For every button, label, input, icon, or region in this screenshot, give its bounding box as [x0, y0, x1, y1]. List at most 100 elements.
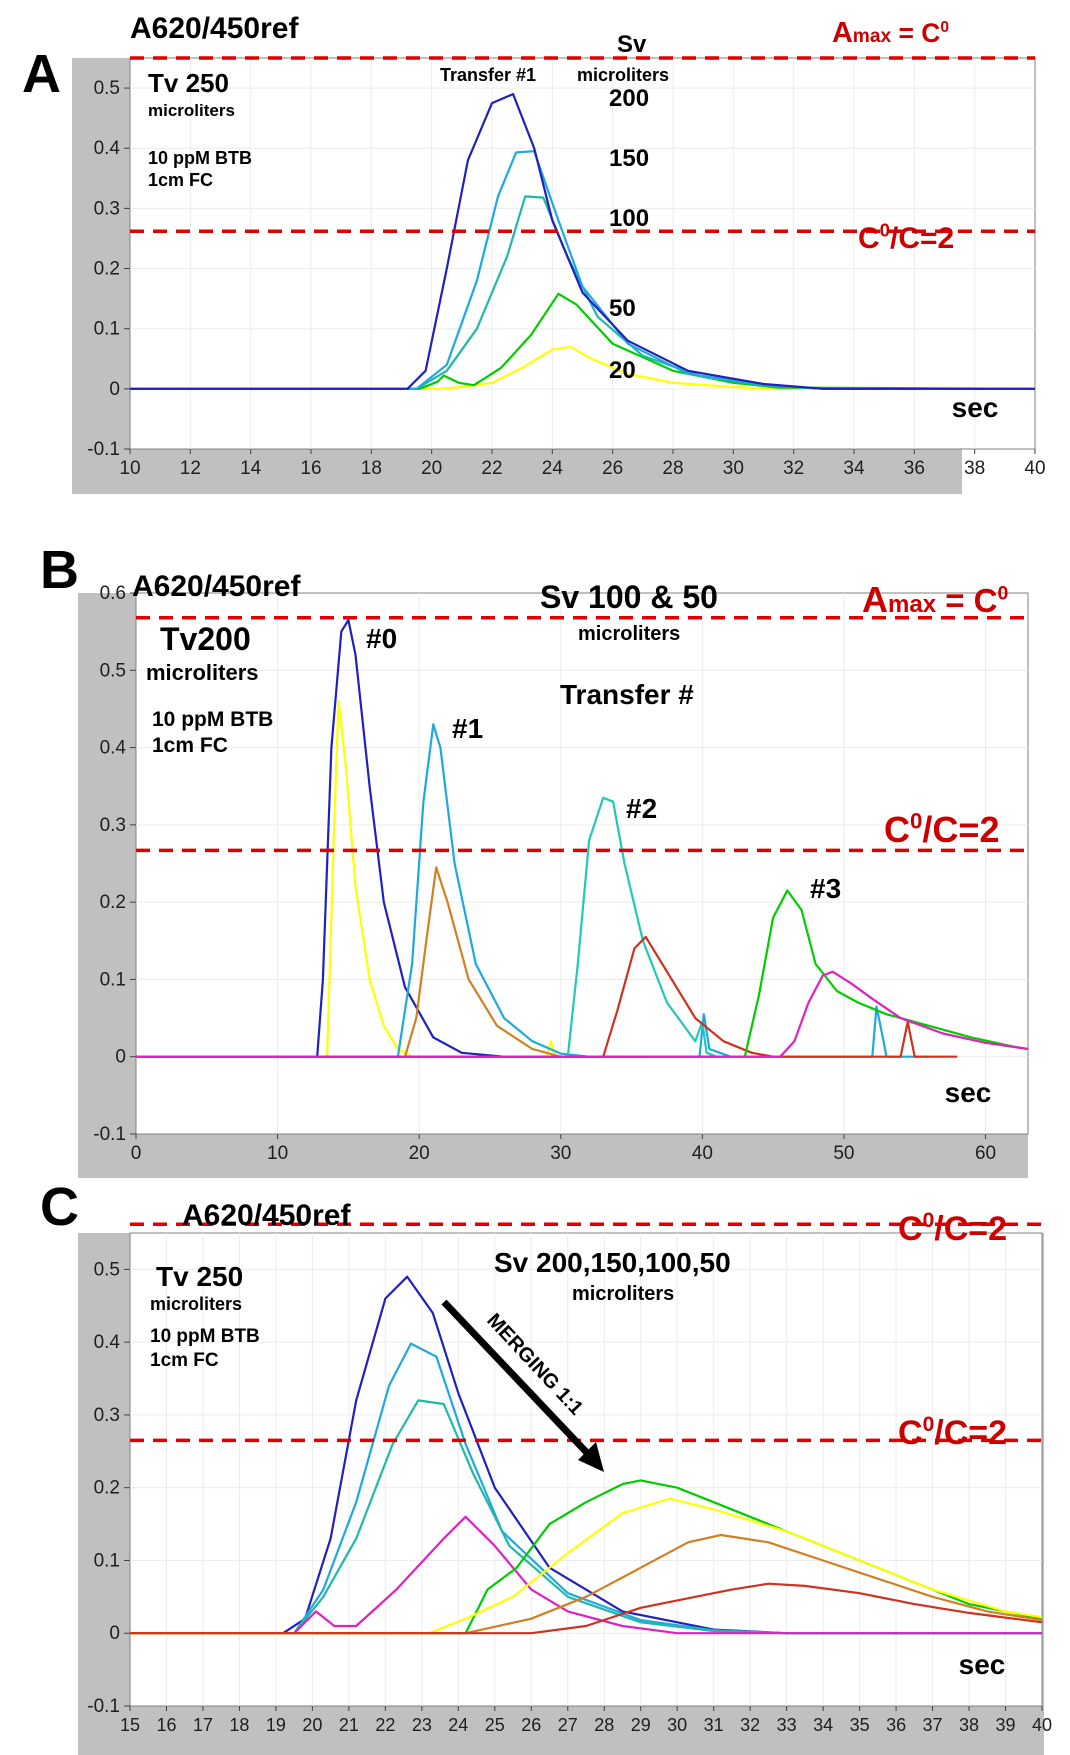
- tv-unit: microliters: [150, 1294, 242, 1314]
- x-tick-label: 40: [1032, 1715, 1052, 1735]
- series-line-7: [136, 970, 1029, 1058]
- x-axis: 15 16 17 18 19 20 21 22 23 24 25 26 27 28 29 30 31 32 33 34…: [120, 1706, 1052, 1735]
- x-tick-label: 24: [542, 458, 564, 479]
- x-tick-label: 28: [594, 1715, 614, 1735]
- x-axis: 0 10 20 30 40 50 60: [131, 1134, 996, 1164]
- y-tick-label: 0: [109, 1623, 120, 1644]
- cell-label: 1cm FC: [152, 734, 228, 757]
- sv-value-label: 100: [609, 205, 649, 232]
- sv-unit: microliters: [572, 1283, 674, 1305]
- x-tick-label: 20: [421, 458, 442, 479]
- sv-header: Sv 200,150,100,50: [494, 1247, 731, 1278]
- y-tick-label: 0.5: [100, 660, 126, 681]
- x-tick-label: 38: [959, 1715, 979, 1735]
- series-line-0: [130, 1275, 1042, 1635]
- chart-panel-c: 15 16 17 18 19 20 21 22 23 24 25 26 27 28 29 30 31 32 33 34…: [40, 1177, 1052, 1755]
- transfer-label: Transfer #1: [440, 65, 536, 85]
- gridlines: [130, 58, 1035, 449]
- concentration-label: 10 ppM BTB: [150, 1326, 260, 1347]
- series-line-2: [130, 1399, 1042, 1635]
- chart-panel-b: 0 10 20 30 40 50 600.60.50.40.30.20.10-0.1B A62…: [40, 540, 1029, 1178]
- y-tick-label: 0.1: [100, 969, 126, 990]
- x-tick-label: 29: [631, 1715, 651, 1735]
- x-tick-label: 10: [119, 458, 140, 479]
- y-tick-label: -0.1: [87, 439, 120, 460]
- sv-value-label: 50: [609, 295, 636, 322]
- x-tick-label: 0: [131, 1143, 142, 1164]
- cell-label: 1cm FC: [148, 170, 213, 190]
- y-tick-label: 0: [115, 1047, 126, 1068]
- y-tick-label: -0.1: [93, 1124, 126, 1145]
- ratio-label: C0/C=2: [898, 1413, 1007, 1452]
- sv-header: Sv 100 & 50: [540, 579, 718, 615]
- chart-title: A620/450ref: [132, 570, 301, 603]
- x-axis-label: sec: [945, 1077, 992, 1108]
- x-axis-label: sec: [959, 1649, 1006, 1680]
- y-tick-label: 0.3: [100, 815, 126, 836]
- y-tick-label: 0.1: [94, 1550, 120, 1571]
- x-tick-label: 30: [723, 458, 744, 479]
- chart-title: A620/450ref: [182, 1199, 351, 1232]
- concentration-label: 10 ppM BTB: [148, 148, 252, 168]
- series-line-4: [130, 93, 1035, 390]
- series-line-2: [136, 723, 929, 1058]
- cell-label: 1cm FC: [150, 1350, 219, 1371]
- y-tick-label: -0.1: [87, 1696, 120, 1717]
- y-axis: 0.5 0.4 0.3 0.2 0.1 0 -0.1: [87, 78, 130, 460]
- x-tick-label: 37: [923, 1715, 943, 1735]
- y-tick-label: 0.2: [94, 1478, 120, 1499]
- x-tick-label: 22: [481, 458, 502, 479]
- series-line-6: [130, 1533, 1043, 1635]
- series-line-5: [130, 1497, 1043, 1635]
- x-tick-label: 26: [602, 458, 623, 479]
- ratio-label: C0/C=2: [858, 220, 954, 255]
- plot-area: [129, 1232, 1043, 1707]
- x-tick-label: 14: [240, 458, 262, 479]
- transfer-label: Transfer #: [560, 679, 694, 710]
- sv-header: Sv: [617, 31, 647, 58]
- y-tick-label: 0.1: [94, 319, 120, 340]
- y-tick-label: 0.4: [94, 1332, 121, 1353]
- sv-value-label: 200: [609, 85, 649, 112]
- x-tick-label: 40: [1024, 458, 1045, 479]
- x-tick-label: 18: [229, 1715, 249, 1735]
- x-tick-label: 36: [904, 458, 925, 479]
- x-tick-label: 33: [777, 1715, 797, 1735]
- merging-arrow-shaft: [441, 1299, 593, 1459]
- x-tick-label: 19: [266, 1715, 286, 1735]
- x-tick-label: 26: [521, 1715, 541, 1735]
- x-tick-label: 40: [692, 1143, 713, 1164]
- x-tick-label: 24: [448, 1715, 468, 1735]
- x-tick-label: 39: [996, 1715, 1016, 1735]
- x-axis: 10 12 14 16 18 20 22 24 26 28 30 32 34 36 38 40: [119, 449, 1046, 479]
- tv-label: Tv 250: [156, 1261, 243, 1292]
- x-tick-label: 35: [850, 1715, 870, 1735]
- y-tick-label: 0.6: [100, 583, 126, 604]
- gridlines: [136, 593, 1028, 1134]
- x-tick-label: 31: [704, 1715, 724, 1735]
- series-group: [136, 619, 1029, 1058]
- series-group: [130, 93, 1036, 390]
- sv-unit: microliters: [578, 623, 680, 645]
- x-tick-label: 20: [302, 1715, 322, 1735]
- x-tick-label: 36: [886, 1715, 906, 1735]
- x-tick-label: 22: [375, 1715, 395, 1735]
- ratio-label-top: C0/C=2: [898, 1209, 1007, 1248]
- x-tick-label: 50: [833, 1143, 854, 1164]
- panel-letter: B: [40, 540, 79, 600]
- concentration-label: 10 ppM BTB: [152, 708, 273, 731]
- plot-area: [135, 592, 1029, 1135]
- x-tick-label: 12: [180, 458, 201, 479]
- x-tick-label: 15: [120, 1715, 140, 1735]
- chart-title: A620/450ref: [130, 12, 299, 45]
- series-group: [130, 1275, 1043, 1635]
- series-line-3: [130, 1515, 1042, 1635]
- x-tick-label: 25: [485, 1715, 505, 1735]
- peak-label: #1: [452, 713, 483, 744]
- y-tick-label: 0.5: [94, 78, 120, 99]
- tv-label: Tv 250: [148, 68, 229, 98]
- x-tick-label: 30: [550, 1143, 571, 1164]
- merging-arrow-head: [578, 1442, 604, 1472]
- y-tick-label: 0.4: [94, 138, 121, 159]
